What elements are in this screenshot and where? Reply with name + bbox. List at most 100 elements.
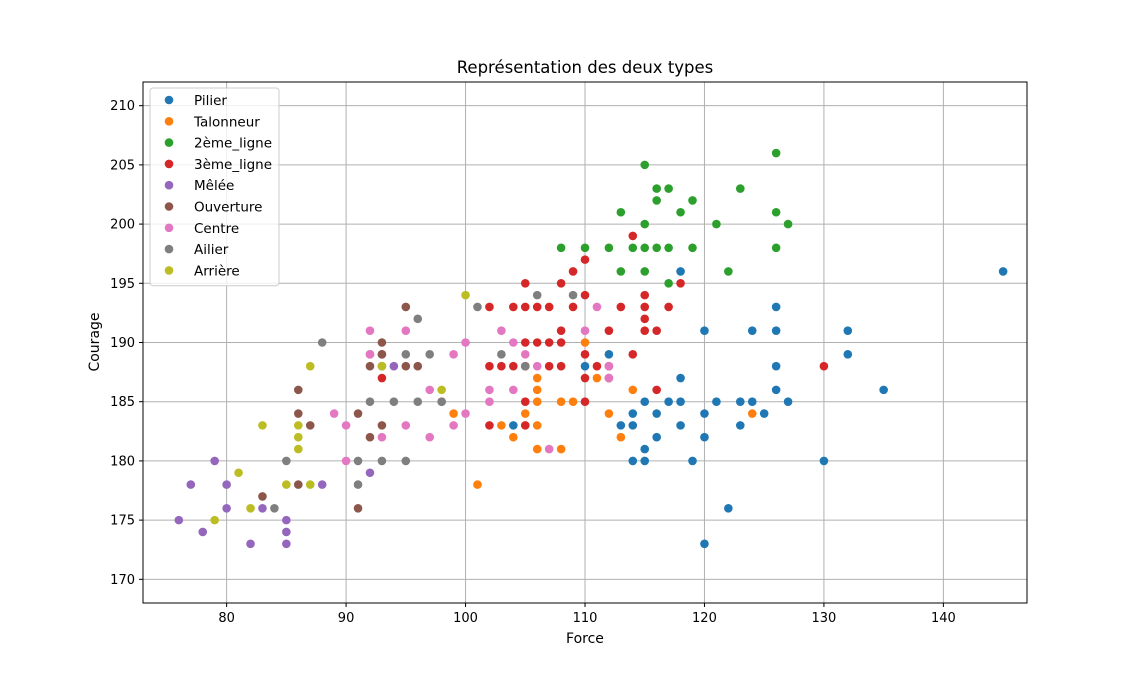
data-point — [616, 207, 626, 217]
data-point — [222, 480, 231, 489]
data-point — [520, 397, 530, 407]
data-point — [628, 409, 638, 418]
data-point — [353, 503, 363, 513]
data-point — [258, 492, 267, 501]
data-point — [819, 456, 829, 466]
data-point — [640, 219, 650, 229]
data-point — [556, 397, 566, 407]
data-point — [532, 290, 542, 300]
data-point — [377, 350, 387, 359]
data-point — [293, 409, 303, 418]
data-point — [568, 302, 578, 312]
data-point — [640, 290, 650, 300]
data-point — [628, 231, 638, 241]
data-point — [174, 515, 184, 525]
data-point — [616, 432, 626, 442]
legend-label: 3ème_ligne — [194, 157, 272, 173]
data-point — [532, 444, 542, 454]
data-point — [520, 338, 530, 347]
data-point — [640, 267, 650, 276]
data-point — [425, 432, 435, 442]
data-point — [628, 385, 638, 395]
data-point — [604, 373, 614, 383]
data-point — [556, 338, 566, 347]
data-point — [485, 302, 494, 312]
data-point — [270, 503, 279, 513]
data-point — [377, 373, 387, 383]
data-point — [664, 243, 673, 253]
data-point — [700, 432, 709, 442]
data-point — [377, 432, 387, 442]
data-point — [556, 243, 566, 253]
data-point — [377, 361, 387, 371]
data-point — [580, 338, 590, 347]
data-point — [509, 432, 518, 442]
legend-marker — [164, 223, 174, 233]
data-point — [365, 350, 375, 359]
data-point — [700, 409, 709, 418]
data-point — [712, 219, 721, 229]
data-point — [544, 302, 554, 312]
legend: Pilier Talonneur 2ème_ligne 3ème_ligne Mêlée… — [149, 87, 280, 287]
data-point — [520, 361, 530, 371]
x-tick-label: 80 — [218, 611, 235, 626]
y-tick-label: 175 — [110, 514, 135, 529]
data-point — [688, 243, 697, 253]
data-point — [210, 456, 219, 466]
legend-label: Talonneur — [193, 114, 260, 130]
data-point — [198, 527, 208, 537]
data-point — [377, 456, 387, 466]
data-point — [365, 397, 375, 407]
y-tick-label: 185 — [110, 395, 135, 410]
data-point — [616, 421, 626, 430]
data-point — [640, 302, 650, 312]
data-point — [341, 456, 351, 466]
x-tick-label: 110 — [573, 611, 598, 626]
x-tick-label: 130 — [812, 611, 837, 626]
data-point — [282, 527, 291, 537]
data-point — [747, 397, 757, 407]
legend-label: Centre — [194, 221, 239, 237]
y-tick-label: 200 — [110, 218, 135, 233]
data-point — [688, 456, 697, 466]
data-point — [568, 397, 578, 407]
data-point — [556, 444, 566, 454]
data-point — [532, 385, 542, 395]
data-point — [497, 326, 506, 335]
data-point — [724, 267, 733, 276]
data-point — [628, 350, 638, 359]
y-tick-label: 190 — [110, 336, 135, 351]
x-axis-label: Force — [566, 631, 604, 647]
data-point — [509, 361, 518, 371]
data-point — [652, 409, 661, 418]
data-point — [282, 539, 291, 549]
data-point — [520, 302, 530, 312]
data-point — [401, 456, 411, 466]
data-point — [532, 421, 542, 430]
data-point — [282, 480, 291, 489]
data-point — [604, 326, 614, 335]
data-point — [258, 421, 267, 430]
data-point — [210, 515, 219, 525]
chart-title: Représentation des deux types — [457, 58, 714, 77]
data-point — [317, 338, 327, 347]
data-point — [532, 373, 542, 383]
data-point — [473, 302, 482, 312]
data-point — [461, 338, 470, 347]
data-point — [580, 361, 590, 371]
data-point — [879, 385, 888, 395]
data-point — [186, 480, 196, 489]
data-point — [413, 361, 423, 371]
y-tick-label: 195 — [110, 277, 135, 292]
data-point — [497, 350, 506, 359]
legend-marker — [164, 159, 174, 169]
legend-marker — [164, 244, 174, 254]
data-point — [771, 148, 781, 158]
data-point — [556, 278, 566, 288]
legend-marker — [164, 117, 174, 126]
data-point — [556, 326, 566, 335]
data-point — [580, 255, 590, 264]
data-point — [771, 207, 781, 217]
data-point — [246, 503, 255, 513]
data-point — [437, 397, 446, 407]
